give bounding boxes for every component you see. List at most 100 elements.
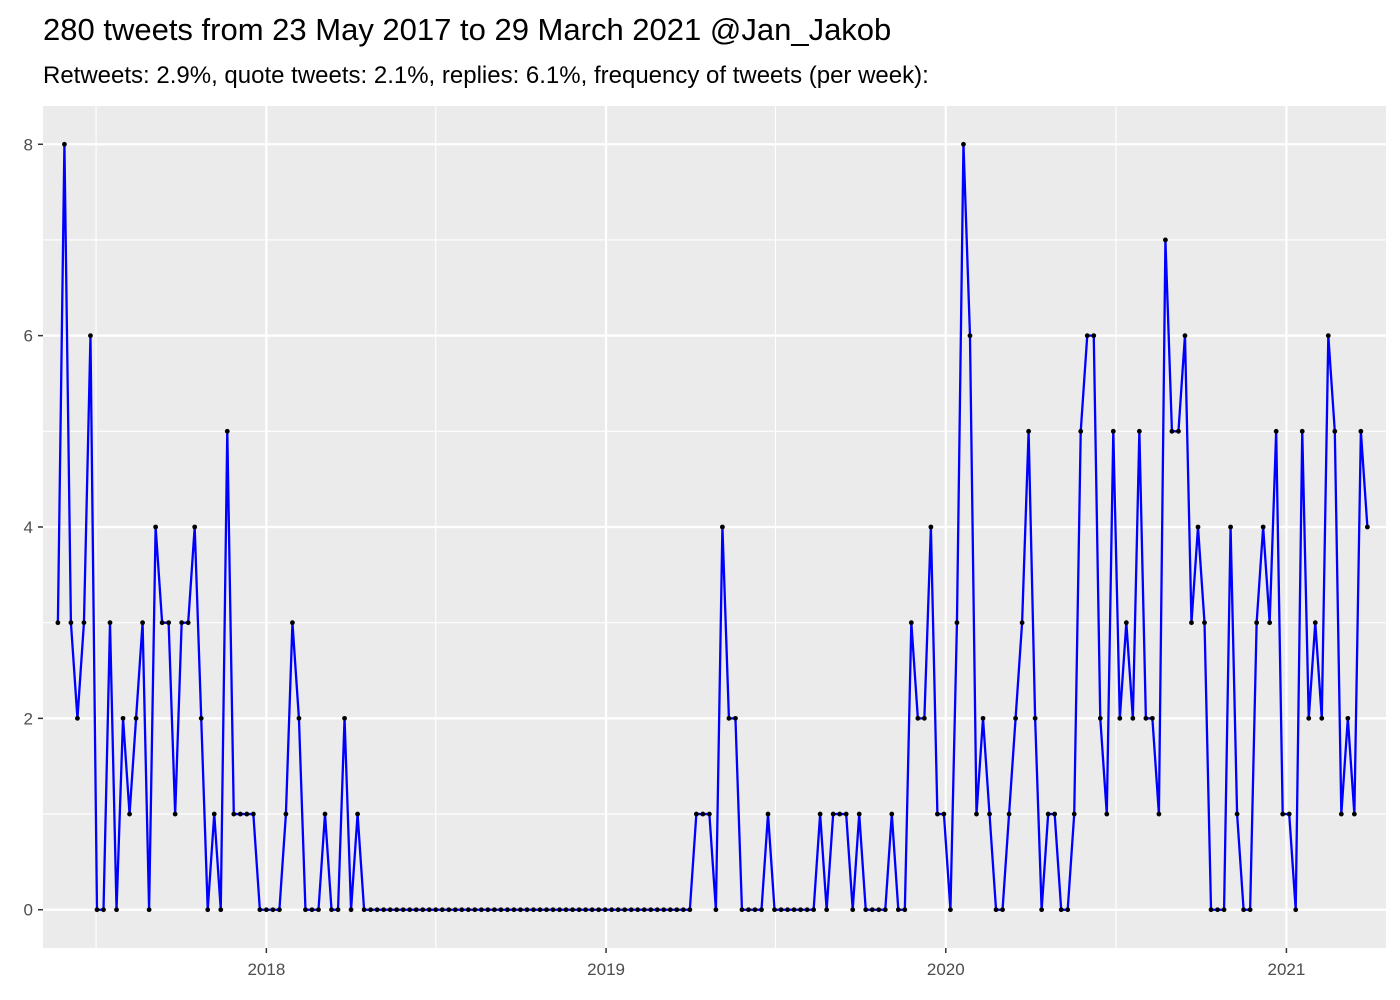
data-point xyxy=(935,811,940,817)
data-point xyxy=(1045,811,1051,817)
data-point xyxy=(921,715,927,721)
data-point xyxy=(348,907,354,913)
data-point xyxy=(1019,620,1025,626)
data-point xyxy=(830,811,836,817)
data-point xyxy=(426,907,432,913)
data-point xyxy=(224,428,230,434)
data-point xyxy=(205,907,211,913)
y-tick-label: 8 xyxy=(24,135,33,154)
data-point xyxy=(843,811,849,817)
data-point xyxy=(824,907,830,913)
x-tick-label: 2018 xyxy=(247,960,285,979)
data-point xyxy=(140,620,145,626)
data-point xyxy=(368,907,374,913)
data-point xyxy=(876,907,882,913)
data-point xyxy=(381,907,387,913)
data-point xyxy=(615,907,621,913)
data-point xyxy=(1091,333,1097,339)
data-point xyxy=(387,907,393,913)
y-axis: 0 2 4 6 8 xyxy=(24,135,43,920)
x-tick-label: 2020 xyxy=(927,960,965,979)
data-point xyxy=(733,715,738,721)
data-point xyxy=(283,811,289,817)
series-line-layer xyxy=(56,143,1369,911)
data-point xyxy=(296,715,302,721)
data-point xyxy=(563,907,569,913)
data-point xyxy=(974,811,979,817)
data-point xyxy=(667,907,673,913)
data-point xyxy=(746,907,751,913)
data-point xyxy=(1110,428,1116,434)
data-point xyxy=(687,907,693,913)
data-point xyxy=(1065,907,1071,913)
data-point xyxy=(62,141,67,147)
data-point xyxy=(198,715,204,721)
data-point xyxy=(166,620,172,626)
series-line xyxy=(56,143,1369,911)
data-point xyxy=(765,811,771,817)
data-point xyxy=(316,907,321,913)
data-point xyxy=(674,907,680,913)
data-point xyxy=(524,907,530,913)
data-point xyxy=(400,907,406,913)
data-point xyxy=(270,907,276,913)
data-point xyxy=(772,907,777,913)
data-point xyxy=(778,907,784,913)
data-point xyxy=(1136,428,1142,434)
data-point xyxy=(1338,811,1344,817)
data-point xyxy=(1202,620,1207,626)
data-point xyxy=(693,811,699,817)
data-point xyxy=(1358,428,1364,434)
data-point xyxy=(1280,811,1286,817)
data-point xyxy=(413,907,419,913)
data-point xyxy=(811,907,817,913)
data-point xyxy=(231,811,237,817)
data-point xyxy=(635,907,641,913)
data-point xyxy=(726,715,732,721)
data-point xyxy=(817,811,823,817)
data-point xyxy=(1286,811,1292,817)
data-point xyxy=(120,715,126,721)
data-point xyxy=(211,811,217,817)
x-tick-label: 2019 xyxy=(587,960,625,979)
data-point xyxy=(218,907,224,913)
data-point xyxy=(641,907,647,913)
data-point xyxy=(1299,428,1305,434)
data-point xyxy=(322,811,328,817)
data-point xyxy=(1149,715,1155,721)
data-point xyxy=(1228,524,1233,530)
data-point xyxy=(980,715,986,721)
data-point xyxy=(75,715,80,721)
data-point xyxy=(1032,715,1038,721)
data-point xyxy=(882,907,888,913)
data-point xyxy=(478,907,484,913)
data-point xyxy=(257,907,263,913)
data-point xyxy=(648,907,654,913)
x-axis: 2018 2019 2020 2021 xyxy=(247,948,1305,979)
data-point xyxy=(1071,811,1077,817)
data-point xyxy=(902,907,908,913)
data-point xyxy=(498,907,504,913)
data-point xyxy=(961,141,966,147)
data-point xyxy=(1084,333,1090,339)
data-point xyxy=(1345,715,1351,721)
data-point xyxy=(179,620,185,626)
data-point xyxy=(1182,333,1188,339)
data-point xyxy=(1104,811,1110,817)
data-point xyxy=(465,907,471,913)
data-point xyxy=(759,907,764,913)
data-point xyxy=(1254,620,1260,626)
data-point xyxy=(1058,907,1064,913)
data-point xyxy=(850,907,856,913)
data-points xyxy=(55,141,1370,913)
data-point xyxy=(1026,428,1032,434)
data-point xyxy=(967,333,973,339)
data-point xyxy=(107,620,113,626)
data-point xyxy=(863,907,869,913)
data-point xyxy=(133,715,139,721)
data-point xyxy=(661,907,667,913)
data-point xyxy=(309,907,315,913)
data-point xyxy=(1273,428,1279,434)
data-point xyxy=(557,907,562,913)
data-point xyxy=(303,907,308,913)
